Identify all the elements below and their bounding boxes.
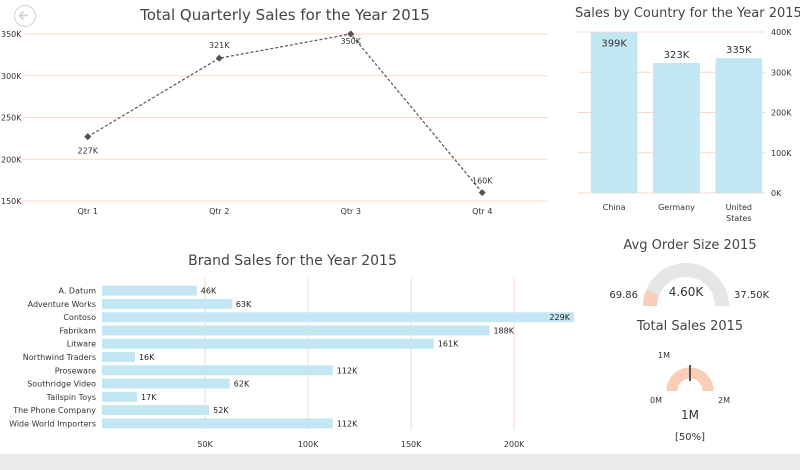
data-label: 52K bbox=[213, 406, 229, 415]
category-label: A. Datum bbox=[59, 287, 97, 296]
x-tick-label: United States bbox=[726, 203, 752, 223]
data-label: 229K bbox=[549, 313, 570, 322]
total-sales-gauge: 1M 0M 2M 1M [50%] bbox=[650, 351, 730, 443]
gauge-track bbox=[643, 263, 729, 307]
bar bbox=[102, 285, 197, 296]
gauge-target-label: 1M bbox=[658, 351, 670, 360]
data-label: 160K bbox=[472, 177, 493, 186]
x-tick-label: 150K bbox=[401, 440, 422, 449]
avg-order-panel: Avg Order Size 2015 4.60K 69.86 37.50K bbox=[590, 232, 800, 312]
bar bbox=[102, 352, 135, 362]
data-point bbox=[215, 54, 223, 62]
category-label: Fabrikam bbox=[59, 326, 96, 335]
bar bbox=[653, 62, 700, 194]
bottom-bar bbox=[0, 454, 800, 470]
data-label: 321K bbox=[209, 41, 230, 50]
y-tick-label: 300K bbox=[771, 68, 792, 77]
gauge-max-label: 37.50K bbox=[734, 290, 770, 301]
y-tick-label: 200K bbox=[771, 109, 792, 118]
category-label: Southridge Video bbox=[27, 380, 96, 389]
avg-order-gauge: 4.60K 69.86 37.50K bbox=[609, 263, 770, 307]
data-point bbox=[478, 189, 486, 197]
gauge-min-label: 69.86 bbox=[609, 290, 638, 301]
gauge-value: 1M bbox=[681, 408, 699, 422]
category-label: Wide World Importers bbox=[9, 419, 96, 428]
gauge-fill bbox=[643, 290, 660, 307]
data-label: 62K bbox=[234, 380, 250, 389]
data-label: 399K bbox=[601, 38, 627, 49]
data-label: 335K bbox=[726, 45, 752, 56]
data-point bbox=[84, 133, 92, 141]
category-label: Litware bbox=[67, 340, 96, 349]
bar bbox=[102, 312, 574, 323]
y-tick-label: 100K bbox=[771, 149, 792, 158]
country-chart-title: Sales by Country for the Year 2015 bbox=[575, 6, 800, 21]
category-label: The Phone Company bbox=[12, 406, 96, 415]
data-label: 323K bbox=[664, 50, 690, 61]
data-label: 112K bbox=[337, 366, 358, 375]
bar bbox=[102, 325, 490, 336]
data-label: 188K bbox=[493, 326, 514, 335]
y-tick-label: 250K bbox=[1, 114, 22, 123]
data-label: 161K bbox=[438, 340, 459, 349]
x-tick-label: 100K bbox=[298, 440, 319, 449]
y-tick-label: 150K bbox=[1, 197, 22, 206]
data-label: 227K bbox=[77, 147, 98, 156]
bar bbox=[715, 58, 763, 193]
y-tick-label: 0K bbox=[771, 189, 782, 198]
data-label: 16K bbox=[139, 353, 155, 362]
total-sales-title: Total Sales 2015 bbox=[636, 319, 744, 334]
category-label: Adventure Works bbox=[28, 300, 96, 309]
bar bbox=[590, 32, 638, 194]
bar bbox=[102, 378, 230, 389]
avg-order-title: Avg Order Size 2015 bbox=[623, 238, 757, 253]
country-sales-panel: Sales by Country for the Year 2015 0K 100… bbox=[575, 0, 800, 230]
y-tick-label: 350K bbox=[1, 30, 22, 39]
x-tick-label: Qtr 3 bbox=[341, 207, 361, 216]
gauge-max-label: 2M bbox=[718, 396, 730, 405]
series-line bbox=[87, 33, 483, 194]
back-button[interactable] bbox=[14, 5, 36, 27]
quarterly-line-chart: 150K 200K 250K 300K 350K 227K Qtr 1 321K Qtr 2 35… bbox=[1, 30, 548, 216]
y-tick-label: 400K bbox=[771, 28, 792, 37]
y-tick-label: 200K bbox=[1, 155, 22, 164]
gauge-value: 4.60K bbox=[669, 285, 705, 299]
bar bbox=[102, 298, 232, 309]
x-tick-label: Qtr 2 bbox=[209, 207, 229, 216]
x-tick-label: Qtr 1 bbox=[78, 207, 98, 216]
brand-bar-chart: 50K 100K 150K 200K A. Datum 46K Adventure Work… bbox=[9, 278, 574, 449]
quarterly-sales-panel: Total Quarterly Sales for the Year 2015 … bbox=[0, 0, 560, 225]
gauge-fill bbox=[666, 367, 691, 392]
brand-chart-title: Brand Sales for the Year 2015 bbox=[188, 253, 397, 269]
y-tick-label: 300K bbox=[1, 72, 22, 81]
quarterly-chart-title: Total Quarterly Sales for the Year 2015 bbox=[140, 6, 430, 24]
data-label: 17K bbox=[141, 393, 157, 402]
category-label: Contoso bbox=[63, 313, 96, 322]
bar bbox=[102, 418, 333, 429]
x-tick-label: China bbox=[603, 203, 626, 212]
data-label: 112K bbox=[337, 419, 358, 428]
x-tick-label: Germany bbox=[658, 203, 695, 212]
category-label: Northwind Traders bbox=[23, 353, 96, 362]
bar bbox=[102, 365, 333, 376]
x-tick-label: 200K bbox=[504, 440, 525, 449]
country-bar-chart: 0K 100K 200K 300K 400K 399K China 323K Germany 33… bbox=[578, 28, 792, 223]
bar bbox=[102, 338, 434, 349]
bar bbox=[102, 391, 138, 402]
data-label: 350K bbox=[340, 37, 361, 46]
total-sales-panel: Total Sales 2015 1M 0M 2M 1M [50%] bbox=[590, 313, 800, 453]
data-label: 63K bbox=[236, 300, 252, 309]
x-tick-label: 50K bbox=[197, 440, 213, 449]
brand-sales-panel: Brand Sales for the Year 2015 50K 100K 150… bbox=[0, 245, 580, 453]
back-arrow-icon bbox=[18, 10, 28, 21]
category-label: Proseware bbox=[55, 366, 96, 375]
bar bbox=[102, 405, 210, 416]
gauge-percent: [50%] bbox=[675, 432, 705, 443]
data-point bbox=[347, 30, 355, 38]
data-label: 46K bbox=[201, 287, 217, 296]
category-label: Tailspin Toys bbox=[46, 393, 96, 402]
x-tick-label: Qtr 4 bbox=[472, 207, 492, 216]
gauge-min-label: 0M bbox=[650, 396, 662, 405]
